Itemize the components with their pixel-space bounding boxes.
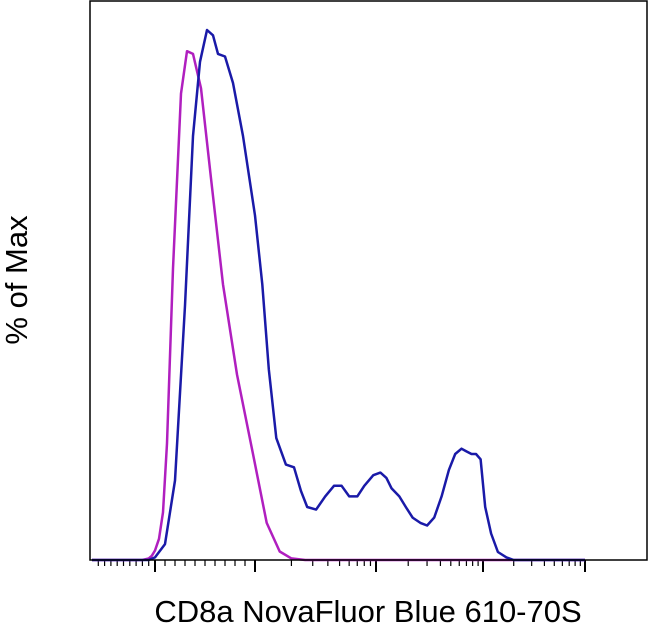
x-axis-title: CD8a NovaFluor Blue 610-70S — [154, 594, 581, 629]
plot-frame — [89, 0, 648, 561]
y-axis-title: % of Max — [0, 215, 34, 345]
histogram-line-2 — [92, 28, 585, 562]
